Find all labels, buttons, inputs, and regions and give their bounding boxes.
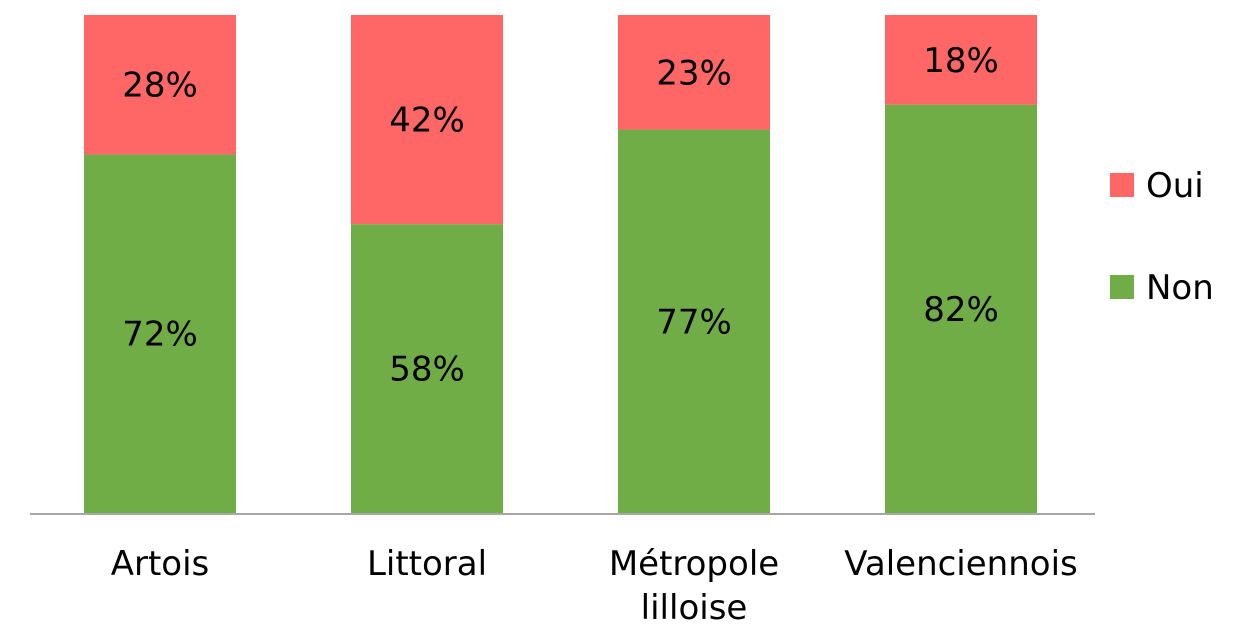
legend: Oui Non: [1110, 166, 1214, 308]
data-label-oui-valenciennois: 18%: [923, 41, 999, 81]
data-label-oui-littoral: 42%: [389, 101, 465, 141]
data-label-oui-artois: 28%: [122, 66, 198, 106]
x-axis-tick-labels: Artois Littoral Métropole lilloise Valencien…: [111, 544, 1078, 628]
bar-oui-valenciennois: [885, 15, 1037, 105]
bar-oui-littoral: [351, 15, 503, 225]
x-tick-label-littoral: Littoral: [367, 544, 487, 584]
bar-non-metropole-lilloise: [618, 129, 770, 514]
legend-label-oui: Oui: [1146, 166, 1204, 206]
data-label-oui-metropole-lilloise: 23%: [656, 53, 732, 93]
bar-oui-metropole-lilloise: [618, 15, 770, 130]
legend-label-non: Non: [1146, 268, 1214, 308]
bar-non-valenciennois: [885, 104, 1037, 513]
bar-non-littoral: [351, 224, 503, 513]
data-label-non-valenciennois: 82%: [923, 290, 999, 330]
data-label-non-artois: 72%: [122, 315, 198, 355]
data-labels-layer: 72% 28% 58% 42% 77% 23% 82% 18%: [122, 41, 999, 390]
x-tick-label-artois: Artois: [111, 544, 210, 584]
legend-swatch-oui: [1110, 173, 1134, 197]
legend-swatch-non: [1110, 275, 1134, 299]
bar-oui-artois: [84, 15, 236, 155]
x-tick-label-valenciennois: Valenciennois: [844, 544, 1077, 584]
data-label-non-metropole-lilloise: 77%: [656, 302, 732, 342]
bar-non-artois: [84, 154, 236, 513]
data-label-non-littoral: 58%: [389, 350, 465, 390]
bars-layer: [84, 15, 1037, 514]
x-tick-label-metropole-lilloise: Métropole lilloise: [609, 544, 779, 628]
